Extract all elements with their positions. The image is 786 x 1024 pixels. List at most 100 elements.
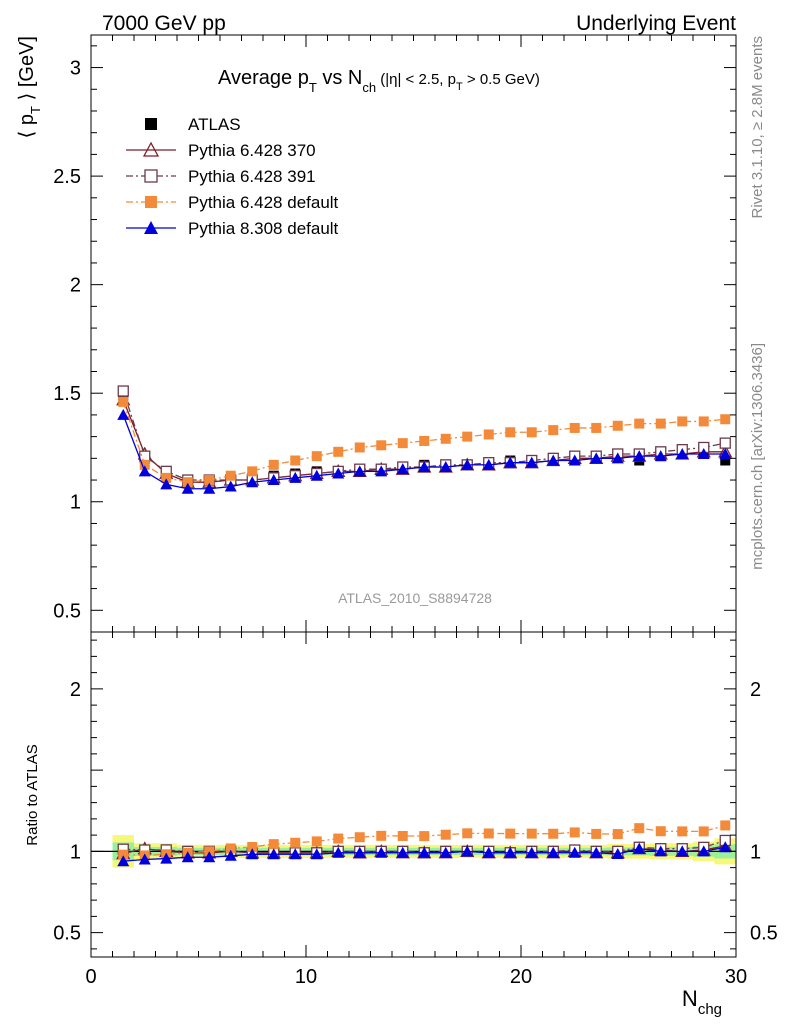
ratio-point-pythia-6-428-default	[268, 839, 279, 850]
data-point-pythia-6-428-default	[569, 422, 580, 433]
mcplots-text: mcplots.cern.ch [arXiv:1306.3436]	[749, 343, 766, 570]
data-point-pythia-6-428-default	[118, 396, 129, 407]
ratio-point-pythia-8-308-default	[611, 848, 624, 860]
ratio-point-pythia-8-308-default	[310, 848, 323, 860]
ratio-point-pythia-6-428-default	[655, 826, 666, 837]
ratio-point-pythia-8-308-default	[568, 846, 581, 858]
series-line-pythia-6-428-default	[122, 401, 726, 483]
data-point-pythia-6-428-default	[354, 442, 365, 453]
data-point-pythia-8-308-default	[461, 458, 474, 470]
data-point-pythia-8-308-default	[611, 452, 624, 464]
legend-label-pythia-6-428-391: Pythia 6.428 391	[188, 167, 316, 186]
title-cuts-b: > 0.5 GeV)	[463, 71, 540, 88]
y-tick-label: 1	[750, 841, 761, 863]
ratio-point-pythia-6-428-default	[548, 828, 559, 839]
ratio-point-pythia-6-428-default	[591, 828, 602, 839]
data-point-pythia-6-428-default	[204, 475, 215, 486]
data-point-pythia-8-308-default	[719, 447, 732, 459]
legend-marker-pythia-6-428-370	[142, 141, 160, 157]
data-point-pythia-8-308-default	[654, 450, 667, 462]
data-point-pythia-8-308-default	[117, 408, 130, 420]
ratio-point-pythia-6-428-default	[333, 833, 344, 844]
x-tick-label: 20	[510, 966, 532, 988]
data-point-pythia-8-308-default	[547, 454, 560, 466]
legend: ATLAS Pythia 6.428 370 Pythia 6.428 391 Pyt…	[126, 115, 339, 238]
data-point-pythia-6-428-391	[719, 437, 731, 449]
data-point-pythia-6-428-default	[462, 431, 473, 442]
ratio-point-pythia-6-428-default	[526, 828, 537, 839]
ratio-point-pythia-8-308-default	[267, 848, 280, 860]
ratio-point-pythia-8-308-default	[482, 846, 495, 858]
data-point-pythia-8-308-default	[246, 476, 259, 488]
data-point-pythia-6-428-391	[117, 385, 129, 397]
data-point-pythia-6-428-default	[505, 427, 516, 438]
ratio-point-pythia-8-308-default	[590, 846, 603, 858]
main-panel: 0.511.522.53 Average pT vs Nch (|η| < 2.…	[16, 34, 737, 633]
data-point-pythia-8-308-default	[224, 480, 237, 492]
data-point-pythia-8-308-default	[439, 461, 452, 473]
analysis-watermark: ATLAS_2010_S8894728	[338, 590, 492, 606]
data-point-pythia-6-428-default	[440, 433, 451, 444]
ratio-point-pythia-6-428-default	[397, 830, 408, 841]
xlabel-sub: chg	[698, 1001, 722, 1018]
ratio-point-pythia-8-308-default	[396, 846, 409, 858]
ratio-point-pythia-6-428-default	[118, 849, 129, 860]
y-axis-label-bottom: Ratio to ATLAS	[24, 744, 41, 845]
legend-marker-pythia-6-428-391	[144, 169, 158, 183]
data-point-pythia-6-428-default	[483, 429, 494, 440]
x-tick-label: 30	[725, 966, 747, 988]
ratio-point-pythia-8-308-default	[138, 853, 151, 865]
ratio-point-pythia-8-308-default	[289, 848, 302, 860]
ratio-point-pythia-6-428-default	[290, 837, 301, 848]
data-point-pythia-6-428-391	[139, 450, 151, 462]
ratio-point-pythia-6-428-default	[440, 829, 451, 840]
data-point-pythia-6-428-default	[548, 425, 559, 436]
title-vs: vs N	[317, 67, 363, 89]
ratio-point-pythia-8-308-default	[332, 846, 345, 858]
data-point-pythia-8-308-default	[289, 471, 302, 483]
ratio-point-pythia-8-308-default	[117, 855, 130, 867]
ratio-point-pythia-8-308-default	[439, 846, 452, 858]
xlabel-main: N	[682, 986, 698, 1011]
data-point-pythia-8-308-default	[138, 465, 151, 477]
data-point-pythia-8-308-default	[160, 478, 173, 490]
title-sub-ch: ch	[362, 80, 376, 95]
data-point-pythia-6-428-default	[397, 438, 408, 449]
ratio-point-pythia-6-428-default	[720, 820, 731, 831]
ratio-point-pythia-8-308-default	[633, 842, 646, 854]
ratio-point-pythia-8-308-default	[719, 841, 732, 853]
legend-label-atlas: ATLAS	[188, 115, 241, 134]
rivet-version-text: Rivet 3.1.10, ≥ 2.8M events	[749, 36, 766, 219]
y-tick-label: 1	[70, 841, 81, 863]
data-point-pythia-8-308-default	[418, 461, 431, 473]
data-point-pythia-8-308-default	[697, 447, 710, 459]
data-point-pythia-8-308-default	[525, 456, 538, 468]
data-point-pythia-6-428-default	[311, 451, 322, 462]
y-tick-label: 2.5	[53, 166, 81, 188]
y-tick-label: 1.5	[53, 383, 81, 405]
ylabel-post: ⟩ [GeV]	[16, 36, 38, 106]
ratio-point-pythia-8-308-default	[525, 846, 538, 858]
ratio-point-pythia-6-428-default	[505, 828, 516, 839]
ratio-point-pythia-6-428-default	[569, 827, 580, 838]
y-tick-label: 1	[70, 492, 81, 514]
y-tick-label: 2	[750, 679, 761, 701]
data-point-pythia-8-308-default	[310, 469, 323, 481]
title-main: Average p	[218, 67, 309, 89]
data-point-pythia-6-428-default	[698, 416, 709, 427]
title-sub-t: T	[309, 80, 317, 95]
ratio-point-pythia-6-428-default	[677, 826, 688, 837]
data-point-atlas	[720, 455, 731, 466]
data-point-pythia-8-308-default	[353, 465, 366, 477]
ratio-point-pythia-8-308-default	[654, 845, 667, 857]
y-tick-label: 2	[70, 275, 81, 297]
x-axis-label: Nchg	[682, 986, 722, 1018]
data-point-pythia-6-428-default	[526, 427, 537, 438]
ratio-point-pythia-8-308-default	[203, 851, 216, 863]
ratio-panel: 0.5 0.51 12 20 10 20 30 Ratio to ATLAS	[24, 631, 778, 988]
header-left-text: 7000 GeV pp	[102, 12, 226, 35]
ratio-point-pythia-8-308-default	[697, 845, 710, 857]
data-point-pythia-6-428-default	[247, 466, 258, 477]
data-point-pythia-8-308-default	[633, 450, 646, 462]
